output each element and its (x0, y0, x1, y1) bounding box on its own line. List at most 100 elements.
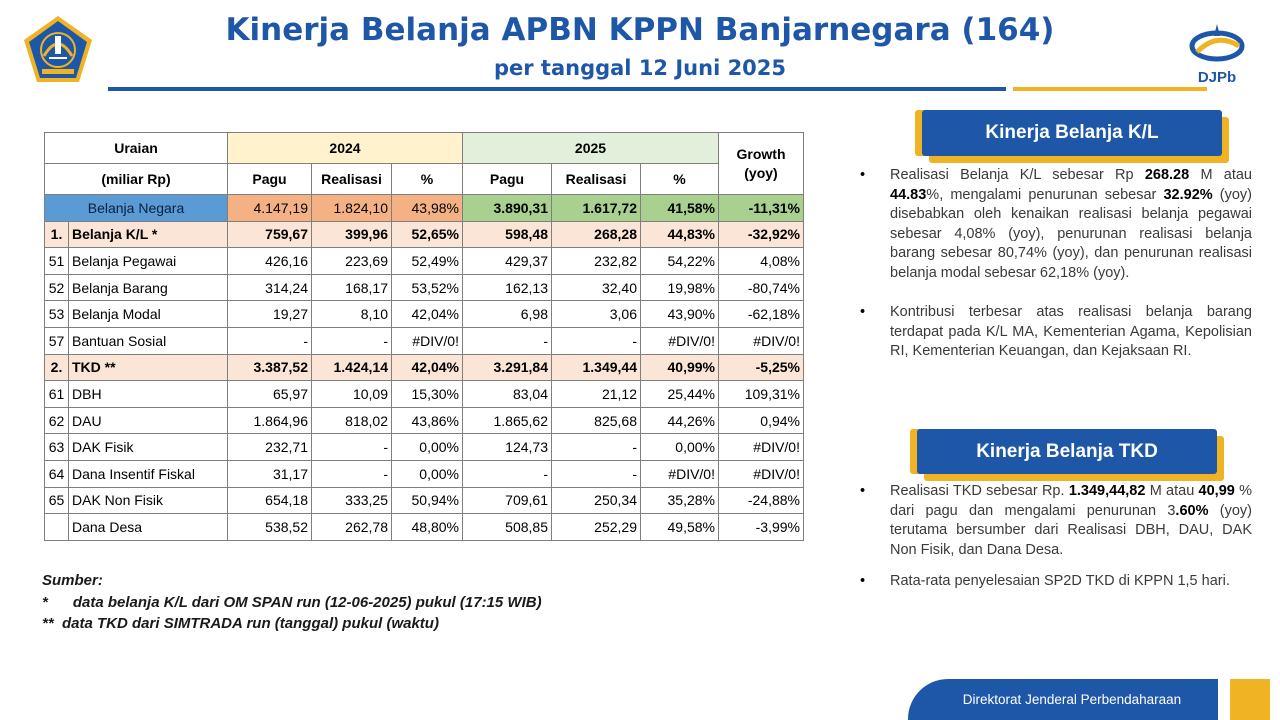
table-row: Belanja Negara 4.147,19 1.824,10 43,98% 3.89… (44, 194, 804, 222)
tkd-value-growth: .60% (1175, 502, 1209, 519)
cell-c25: 44,83% (640, 220, 719, 249)
cell-c25: #DIV/0! (640, 326, 719, 355)
tkd-text-2: M atau (1145, 483, 1199, 499)
cell-p24: 426,16 (227, 247, 312, 275)
row-code: 2. (44, 353, 69, 382)
row-label: DBH (68, 380, 228, 408)
cell-r25: - (551, 459, 641, 488)
cell-p24: 19,27 (227, 300, 312, 328)
cell-c25: 25,44% (640, 380, 719, 408)
cell-r25: 1.617,72 (551, 194, 641, 222)
cell-p24: 31,17 (227, 459, 312, 488)
djpb-logo-text: DJPb (1197, 69, 1237, 86)
cell-c24: 42,04% (391, 300, 463, 328)
footer-band (908, 679, 1218, 720)
tkd-value-pct: 40,99 (1198, 483, 1235, 499)
tkd-bullet-sp2d: Rata-rata penyelesaian SP2D TKD di KPPN … (860, 572, 1252, 592)
kl-bullet-kontribusi: Kontribusi terbesar atas realisasi belan… (860, 303, 1252, 362)
cell-r24: 399,96 (311, 220, 392, 249)
cell-g: -80,74% (718, 273, 804, 302)
cell-r25: 268,28 (551, 220, 641, 249)
kinerja-kl-bullets: Realisasi Belanja K/L sebesar Rp 268.28 … (860, 166, 1252, 382)
source-note-kl: * data belanja K/L dari OM SPAN run (12-… (42, 593, 542, 611)
cell-c24: 48,80% (391, 513, 463, 541)
title-underline-gold (1013, 87, 1207, 91)
cell-g: 0,94% (718, 406, 804, 435)
cell-r24: 223,69 (311, 247, 392, 275)
kl-value-pct: 44.83 (890, 186, 927, 203)
cell-r24: - (311, 459, 392, 488)
title-underline-blue (108, 87, 1006, 91)
row-label: Belanja Modal (68, 300, 228, 328)
header-pct-2025: % (640, 163, 719, 195)
cell-p25: 508,85 (462, 513, 552, 541)
kinerja-tkd-bullets: Realisasi TKD sebesar Rp. 1.349,44,82 M … (860, 482, 1252, 604)
table-row: 51 Belanja Pegawai 426,16 223,69 52,49% 429,3… (44, 247, 804, 275)
cell-g: -32,92% (718, 220, 804, 249)
row-label: Dana Insentif Fiskal (68, 459, 228, 488)
row-code (44, 513, 69, 541)
cell-c25: 0,00% (640, 433, 719, 461)
cell-r25: 250,34 (551, 486, 641, 515)
cell-c25: 41,58% (640, 194, 719, 222)
cell-p24: 538,52 (227, 513, 312, 541)
cell-p25: - (462, 326, 552, 355)
cell-c25: #DIV/0! (640, 459, 719, 488)
footer-org-name: Direktorat Jenderal Perbendaharaan (962, 692, 1182, 707)
row-label: DAK Non Fisik (68, 486, 228, 515)
cell-c25: 40,99% (640, 353, 719, 382)
footer-gold-block (1230, 679, 1270, 720)
cell-p25: 709,61 (462, 486, 552, 515)
cell-r25: 3,06 (551, 300, 641, 328)
cell-r24: 818,02 (311, 406, 392, 435)
page-subtitle: per tanggal 12 Juni 2025 (493, 56, 787, 80)
cell-p25: 124,73 (462, 433, 552, 461)
row-code: 62 (44, 406, 69, 435)
kl-value-realisasi: 268.28 (1144, 167, 1190, 183)
cell-p24: 314,24 (227, 273, 312, 302)
source-note-tkd: ** data TKD dari SIMTRADA run (tanggal) … (42, 615, 439, 632)
tkd-text-4: (yoy) terutama bersumber dari Realisasi … (890, 502, 1252, 558)
table-header-row-1: Uraian 2024 2025 Growth (yoy) (44, 132, 804, 195)
cell-p24: 654,18 (227, 486, 312, 515)
cell-g: #DIV/0! (718, 433, 804, 461)
cell-g: -24,88% (718, 486, 804, 515)
cell-r24: 1.424,14 (311, 353, 392, 382)
row-label: Belanja K/L * (68, 220, 228, 249)
cell-c25: 19,98% (640, 273, 719, 302)
cell-g: #DIV/0! (718, 459, 804, 488)
table-row: 1. Belanja K/L * 759,67 399,96 52,65% 598,48 2… (44, 220, 804, 249)
cell-r25: 232,82 (551, 247, 641, 275)
cell-c24: 15,30% (391, 380, 463, 408)
table-row: 2. TKD ** 3.387,52 1.424,14 42,04% 3.291,84 1.… (44, 353, 804, 382)
header-realisasi-2025: Realisasi (551, 163, 641, 195)
cell-r25: 825,68 (551, 406, 641, 435)
cell-g: 109,31% (718, 380, 804, 408)
cell-r24: - (311, 326, 392, 355)
cell-p24: 759,67 (227, 220, 312, 249)
cell-c24: 42,04% (391, 353, 463, 382)
cell-r24: - (311, 433, 392, 461)
cell-c25: 49,58% (640, 513, 719, 541)
source-label: Sumber: (42, 572, 103, 589)
row-code: 1. (44, 220, 69, 249)
kl-text-2: M atau (1189, 167, 1252, 183)
cell-r24: 262,78 (311, 513, 392, 541)
cell-r24: 1.824,10 (311, 194, 392, 222)
kl-text-4: (yoy) disebabkan oleh kenaikan realisasi… (890, 186, 1252, 281)
cell-c24: 50,94% (391, 486, 463, 515)
tkd-bullet-realisasi: Realisasi TKD sebesar Rp. 1.349,44,82 M … (860, 482, 1252, 560)
cell-p24: - (227, 326, 312, 355)
cell-r25: 1.349,44 (551, 353, 641, 382)
cell-p25: 6,98 (462, 300, 552, 328)
cell-r24: 333,25 (311, 486, 392, 515)
header-pagu-2024: Pagu (227, 163, 312, 195)
row-label: Dana Desa (68, 513, 228, 541)
djpb-swoosh-icon (1189, 24, 1245, 62)
table-row: 52 Belanja Barang 314,24 168,17 53,52% 162,13… (44, 273, 804, 302)
cell-g: -5,25% (718, 353, 804, 382)
cell-r25: - (551, 326, 641, 355)
row-code: 53 (44, 300, 69, 328)
tkd-text-1: Realisasi TKD sebesar Rp. (890, 483, 1069, 499)
row-label: Belanja Pegawai (68, 247, 228, 275)
